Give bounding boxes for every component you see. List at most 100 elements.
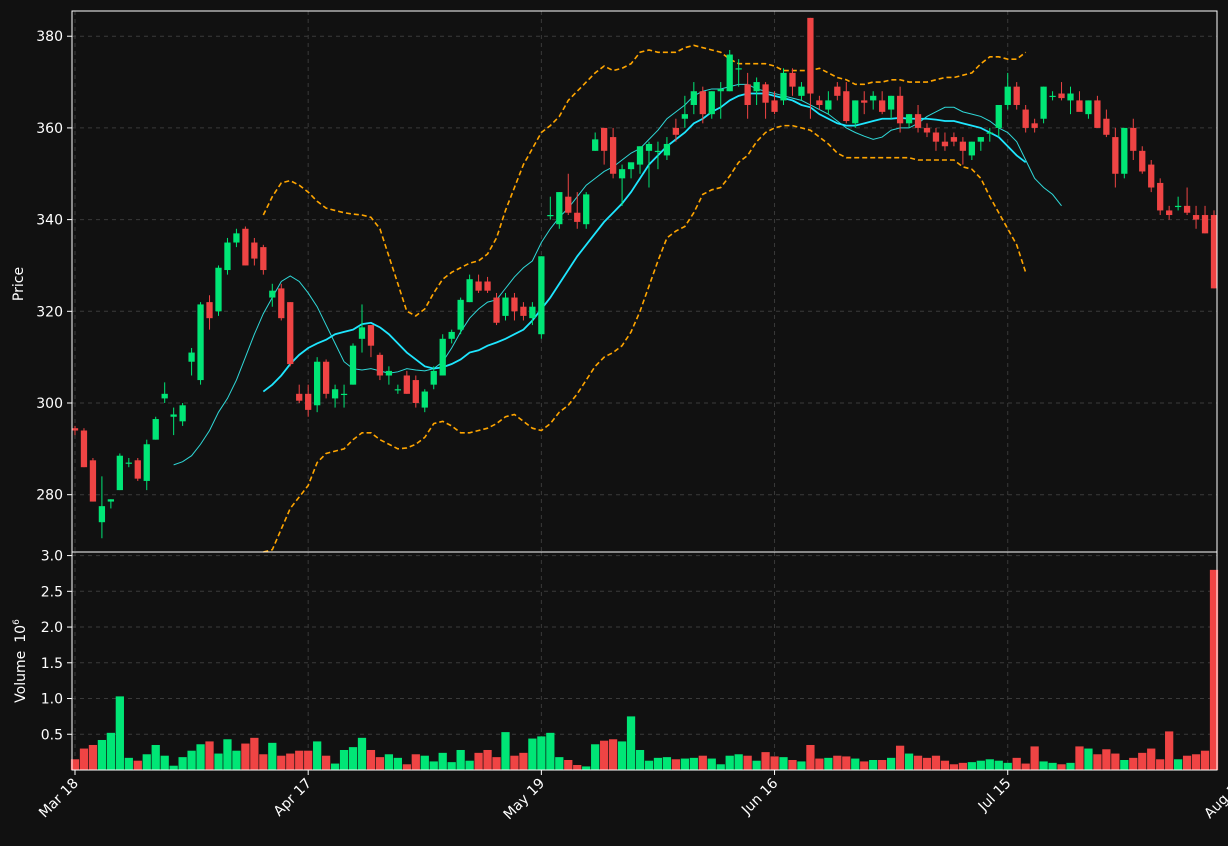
candle xyxy=(762,82,769,119)
volume-bar xyxy=(788,759,797,770)
volume-bar xyxy=(537,736,546,770)
candle-body xyxy=(825,100,832,110)
volume-bar xyxy=(1021,763,1030,770)
volume-bar xyxy=(573,764,582,770)
candle xyxy=(556,192,563,229)
candle xyxy=(843,82,850,124)
candle xyxy=(520,302,527,321)
candle-body xyxy=(1148,164,1155,188)
volume-bar xyxy=(824,757,833,770)
volume-bar xyxy=(770,756,779,770)
volume-bar xyxy=(124,757,133,770)
candle-body xyxy=(914,114,922,128)
volume-bar xyxy=(1111,753,1120,770)
candle xyxy=(439,334,446,376)
volume-bar xyxy=(483,749,492,770)
candle xyxy=(1121,127,1128,179)
candle-body xyxy=(179,405,186,422)
volume-bar xyxy=(564,759,573,770)
candle xyxy=(107,499,115,509)
candle-body xyxy=(762,84,769,103)
candle xyxy=(475,274,482,293)
candle xyxy=(170,407,177,436)
candle xyxy=(287,302,294,367)
candle-body xyxy=(251,242,258,259)
volume-bar xyxy=(644,760,654,770)
candle xyxy=(430,366,437,390)
price-tick-label: 360 xyxy=(36,121,63,137)
volume-bar xyxy=(205,741,214,770)
candle xyxy=(834,82,841,101)
candle-body xyxy=(1022,109,1029,128)
candle xyxy=(1166,205,1173,220)
candle xyxy=(1103,109,1110,138)
bollinger-upper-line xyxy=(262,44,1027,317)
volume-bar xyxy=(151,744,160,770)
candle-body xyxy=(977,137,984,142)
candle-body xyxy=(870,95,877,101)
volume-bar xyxy=(393,757,402,770)
candle-body xyxy=(789,72,796,87)
volume-bar xyxy=(1039,761,1048,770)
volume-bar xyxy=(985,759,994,770)
candle xyxy=(1031,118,1038,133)
candle-body xyxy=(1130,127,1137,151)
candle xyxy=(1112,127,1119,188)
price-axis-label: Price xyxy=(11,267,27,301)
candle xyxy=(197,302,204,385)
volume-bar xyxy=(743,755,752,770)
candle-body xyxy=(107,499,115,502)
volume-bar xyxy=(1138,752,1147,770)
volume-bar xyxy=(411,754,420,770)
candle xyxy=(717,82,724,119)
volume-bar xyxy=(806,744,815,770)
candle-body xyxy=(80,430,88,468)
volume-bar xyxy=(976,760,985,770)
candle xyxy=(1139,146,1146,174)
candle-body xyxy=(502,297,509,316)
candle xyxy=(484,276,491,293)
candle-body xyxy=(1013,86,1020,105)
volume-bar xyxy=(232,750,241,770)
volume-bar xyxy=(994,760,1003,770)
volume-tick-label: 3.0 xyxy=(41,549,63,565)
candle xyxy=(672,118,680,142)
candle xyxy=(861,91,868,115)
candle-body xyxy=(1058,93,1065,99)
candle xyxy=(914,104,922,133)
candle-body xyxy=(98,506,106,523)
volume-axis-ticks: 0.5 1.0 1.5 2.0 2.5 3.0 xyxy=(41,549,72,743)
candle-body xyxy=(511,297,518,312)
volume-bar xyxy=(1057,764,1066,770)
volume-bar xyxy=(241,743,250,770)
candle xyxy=(1210,210,1218,289)
candle xyxy=(80,428,88,468)
candle xyxy=(771,91,778,115)
volume-bar xyxy=(277,755,286,770)
volume-bar xyxy=(779,757,788,770)
candle xyxy=(986,127,993,142)
volume-bar xyxy=(1012,757,1021,770)
candle-body xyxy=(116,455,123,491)
candle xyxy=(89,458,97,502)
candle xyxy=(188,347,195,376)
candle xyxy=(242,226,249,266)
candle-body xyxy=(923,127,931,133)
candle-body xyxy=(547,215,554,217)
candle-body xyxy=(143,444,150,481)
candle xyxy=(1013,82,1020,110)
candle-body xyxy=(260,247,267,271)
volume-bar xyxy=(528,738,537,770)
volume-bar xyxy=(88,744,98,770)
candle xyxy=(1157,178,1164,216)
volume-bar xyxy=(447,762,456,770)
volume-bar xyxy=(904,753,914,770)
candle-body xyxy=(197,304,204,381)
candle-body xyxy=(394,389,402,391)
candle-body xyxy=(896,95,904,124)
candle xyxy=(699,86,706,124)
volume-bar xyxy=(438,752,447,770)
candle xyxy=(394,384,402,394)
bollinger-bands xyxy=(262,44,1027,553)
volume-bar xyxy=(1191,754,1201,770)
